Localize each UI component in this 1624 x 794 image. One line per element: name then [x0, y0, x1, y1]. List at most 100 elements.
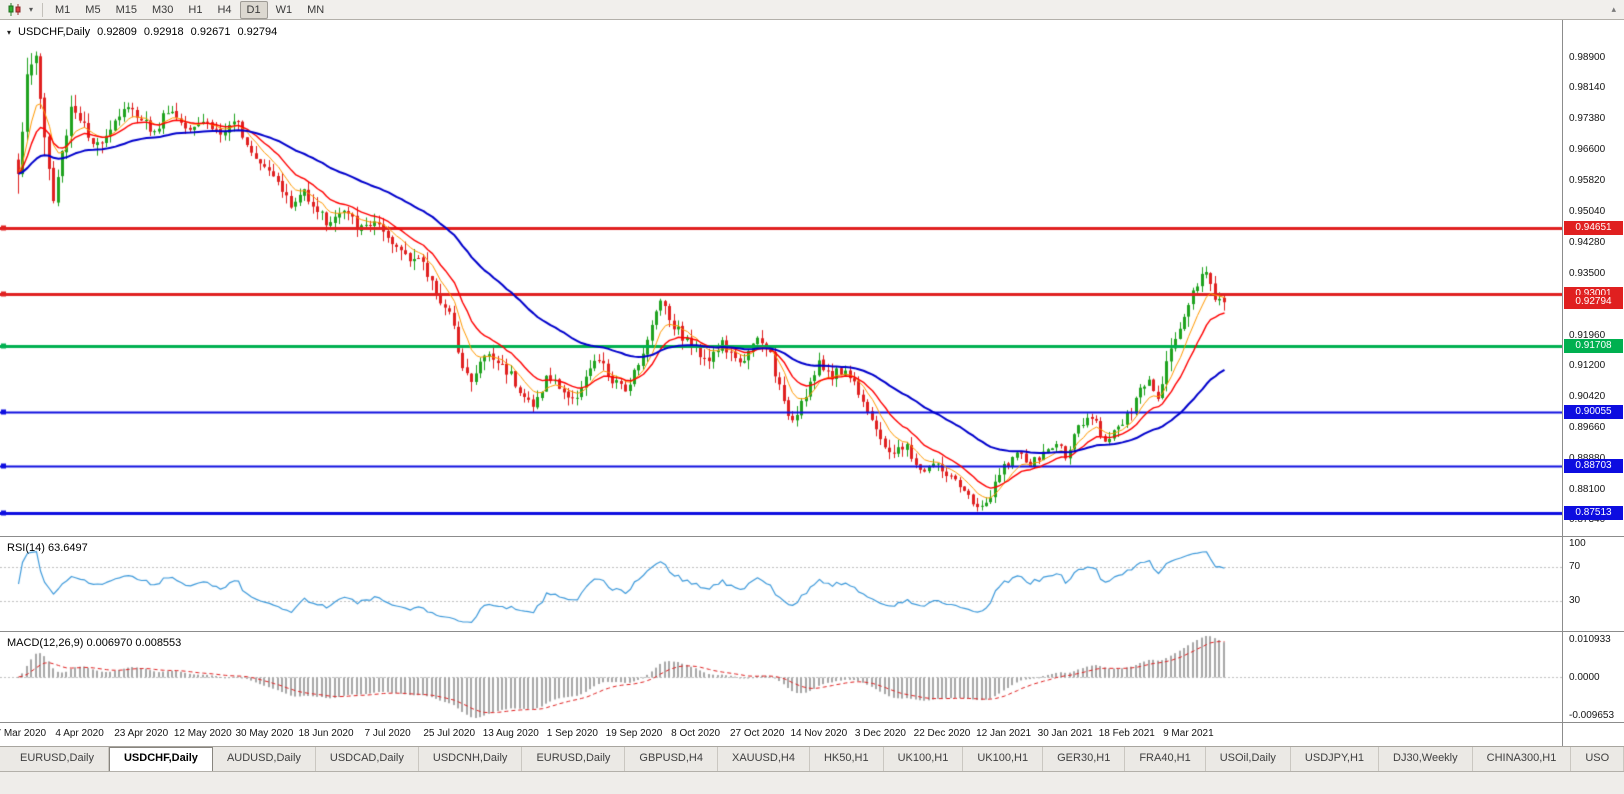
date-axis-label: 17 Mar 2020 — [0, 728, 47, 739]
timeframe-h4[interactable]: H4 — [217, 3, 232, 16]
hline-price-label: 0.87513 — [1564, 506, 1623, 521]
date-axis-label: 19 Sep 2020 — [605, 728, 663, 739]
chart-tab-eurusd-daily[interactable]: EURUSD,Daily — [522, 747, 626, 771]
hline-price-label: 0.94651 — [1564, 220, 1623, 235]
chart-tab-ger30-h1[interactable]: GER30,H1 — [1043, 747, 1126, 771]
chart-type-group: ▾ — [4, 2, 37, 18]
timeframe-buttons: M1 M5 M15 M30 H1 H4 D1 W1 MN — [48, 0, 331, 19]
date-axis-label: 3 Dec 2020 — [854, 728, 906, 739]
date-axis-label: 7 Jul 2020 — [364, 728, 411, 739]
price-axis-label: 0.88100 — [1569, 484, 1606, 495]
chart-header: ▾ USDCHF,Daily 0.92809 0.92918 0.92671 0… — [7, 26, 277, 38]
chart-tab-dj30-weekly[interactable]: DJ30,Weekly — [1379, 747, 1473, 771]
price-axis-label: 0.98900 — [1569, 52, 1606, 63]
date-axis-label: 18 Feb 2021 — [1098, 728, 1155, 739]
chart-tab-fra40-h1[interactable]: FRA40,H1 — [1125, 747, 1206, 771]
date-axis-label: 8 Oct 2020 — [671, 728, 721, 739]
macd-min-label: -0.009653 — [1569, 710, 1615, 721]
chart-tabs: EURUSD,Daily USDCHF,Daily AUDUSD,Daily USDC… — [0, 746, 1624, 771]
price-axis-label: 0.94280 — [1569, 236, 1606, 248]
rsi-header: RSI(14) 63.6497 — [7, 542, 88, 554]
ohlc-close: 0.92794 — [237, 26, 278, 38]
timeframe-w1[interactable]: W1 — [275, 3, 293, 16]
rsi-canvas[interactable] — [0, 537, 1562, 631]
date-axis-label: 25 Jul 2020 — [423, 728, 476, 739]
chart-tab-gbpusd-h4[interactable]: GBPUSD,H4 — [625, 747, 718, 771]
timeframe-d1[interactable]: D1 — [239, 0, 268, 19]
timeframe-h1[interactable]: H1 — [188, 3, 203, 16]
toolbar-separator — [42, 2, 44, 17]
chart-tab-audusd-daily[interactable]: AUDUSD,Daily — [213, 747, 316, 771]
hline-price-label: 0.88703 — [1564, 458, 1623, 473]
timeframe-m30[interactable]: M30 — [151, 3, 174, 16]
date-axis-label: 30 May 2020 — [235, 728, 294, 739]
symbol-dropdown-icon[interactable]: ▾ — [7, 27, 12, 37]
chart-type-caret-icon[interactable]: ▾ — [29, 5, 34, 14]
price-axis-label: 0.91200 — [1569, 360, 1606, 371]
price-chart-canvas[interactable] — [0, 20, 1562, 536]
timeframe-m1[interactable]: M1 — [55, 3, 71, 16]
chart-tab-usoil-daily[interactable]: USOil,Daily — [1206, 747, 1291, 771]
date-axis-label: 1 Sep 2020 — [546, 728, 598, 739]
candlestick-chart-icon[interactable] — [6, 2, 26, 18]
hline-price-label: 0.91708 — [1564, 338, 1623, 353]
date-axis-label: 23 Apr 2020 — [114, 728, 169, 739]
rsi-axis[interactable]: 100 70 30 — [1562, 537, 1624, 631]
toolbar-overflow-icon[interactable]: ▴ — [1611, 4, 1616, 14]
price-axis-label: 0.93500 — [1569, 268, 1606, 279]
macd-max-label: 0.010933 — [1569, 634, 1611, 645]
chart-tab-eurusd-daily[interactable]: EURUSD,Daily — [6, 747, 109, 771]
price-axis-label: 0.95040 — [1569, 206, 1606, 218]
macd-canvas[interactable] — [0, 632, 1562, 722]
date-axis-label: 9 Mar 2021 — [1163, 728, 1214, 739]
date-axis-label: 27 Oct 2020 — [729, 728, 785, 739]
timeframe-m15[interactable]: M15 — [115, 3, 137, 16]
date-axis-label: 12 May 2020 — [173, 728, 232, 739]
chart-tab-usdchf-daily[interactable]: USDCHF,Daily — [108, 747, 213, 771]
price-axis-label: 0.89660 — [1569, 421, 1606, 433]
chart-tab-xauusd-h4[interactable]: XAUUSD,H4 — [718, 747, 810, 771]
timeframe-m5[interactable]: M5 — [85, 3, 101, 16]
date-axis-label: 12 Jan 2021 — [976, 728, 1032, 739]
chart-tab-china300-h1[interactable]: CHINA300,H1 — [1473, 747, 1572, 771]
price-axis-label: 0.97380 — [1569, 112, 1606, 124]
chart-tab-uso[interactable]: USO — [1571, 747, 1624, 771]
symbol-label: USDCHF,Daily — [18, 26, 91, 38]
price-axis-label: 0.90420 — [1569, 391, 1606, 403]
date-axis-label: 14 Nov 2020 — [790, 728, 848, 739]
chart-tab-usdcad-daily[interactable]: USDCAD,Daily — [316, 747, 419, 771]
date-axis-label: 4 Apr 2020 — [55, 728, 104, 739]
chart-tab-hk50-h1[interactable]: HK50,H1 — [810, 747, 884, 771]
macd-panel[interactable]: MACD(12,26,9) 0.006970 0.008553 0.010933… — [0, 631, 1624, 722]
date-axis-label: 22 Dec 2020 — [913, 728, 971, 739]
date-axis-label: 30 Jan 2021 — [1037, 728, 1093, 739]
price-chart-panel[interactable]: ▾ USDCHF,Daily 0.92809 0.92918 0.92671 0… — [0, 20, 1624, 536]
date-axis[interactable]: 17 Mar 2020 4 Apr 2020 23 Apr 2020 12 May 2… — [0, 722, 1624, 746]
chart-tab-uk100-h1[interactable]: UK100,H1 — [963, 747, 1044, 771]
macd-header: MACD(12,26,9) 0.006970 0.008553 — [7, 637, 182, 649]
chart-tab-usdcnh-daily[interactable]: USDCNH,Daily — [419, 747, 523, 771]
price-axis-label: 0.91960 — [1569, 329, 1606, 341]
ohlc-low: 0.92671 — [190, 26, 231, 38]
price-axis-label: 0.88880 — [1569, 453, 1605, 464]
chart-tab-uk100-h1[interactable]: UK100,H1 — [884, 747, 964, 771]
price-axis-label: 0.98140 — [1569, 82, 1606, 94]
price-axis[interactable]: 0.98900 0.98140 0.97380 0.96600 0.95820 0.950… — [1562, 20, 1624, 536]
macd-axis[interactable]: 0.010933 0.0000 -0.009653 — [1562, 632, 1624, 722]
rsi-level-label: 70 — [1569, 560, 1581, 572]
ohlc-open: 0.92809 — [97, 26, 137, 38]
rsi-panel[interactable]: RSI(14) 63.6497 100 70 30 — [0, 536, 1624, 631]
ohlc-high: 0.92918 — [143, 26, 184, 38]
axis-corner — [1562, 723, 1563, 746]
price-axis-label: 0.95820 — [1569, 175, 1606, 187]
timeframe-mn[interactable]: MN — [307, 3, 325, 16]
status-bar — [0, 771, 1624, 794]
chart-tab-usdjpy-h1[interactable]: USDJPY,H1 — [1291, 747, 1380, 771]
date-axis-label: 13 Aug 2020 — [482, 728, 539, 739]
price-axis-label: 0.96600 — [1569, 144, 1606, 155]
current-price-label: 0.92794 — [1564, 295, 1623, 310]
macd-zero-label: 0.0000 — [1569, 671, 1600, 683]
hline-price-label: 0.90055 — [1564, 404, 1623, 419]
rsi-level-label: 30 — [1569, 595, 1581, 607]
